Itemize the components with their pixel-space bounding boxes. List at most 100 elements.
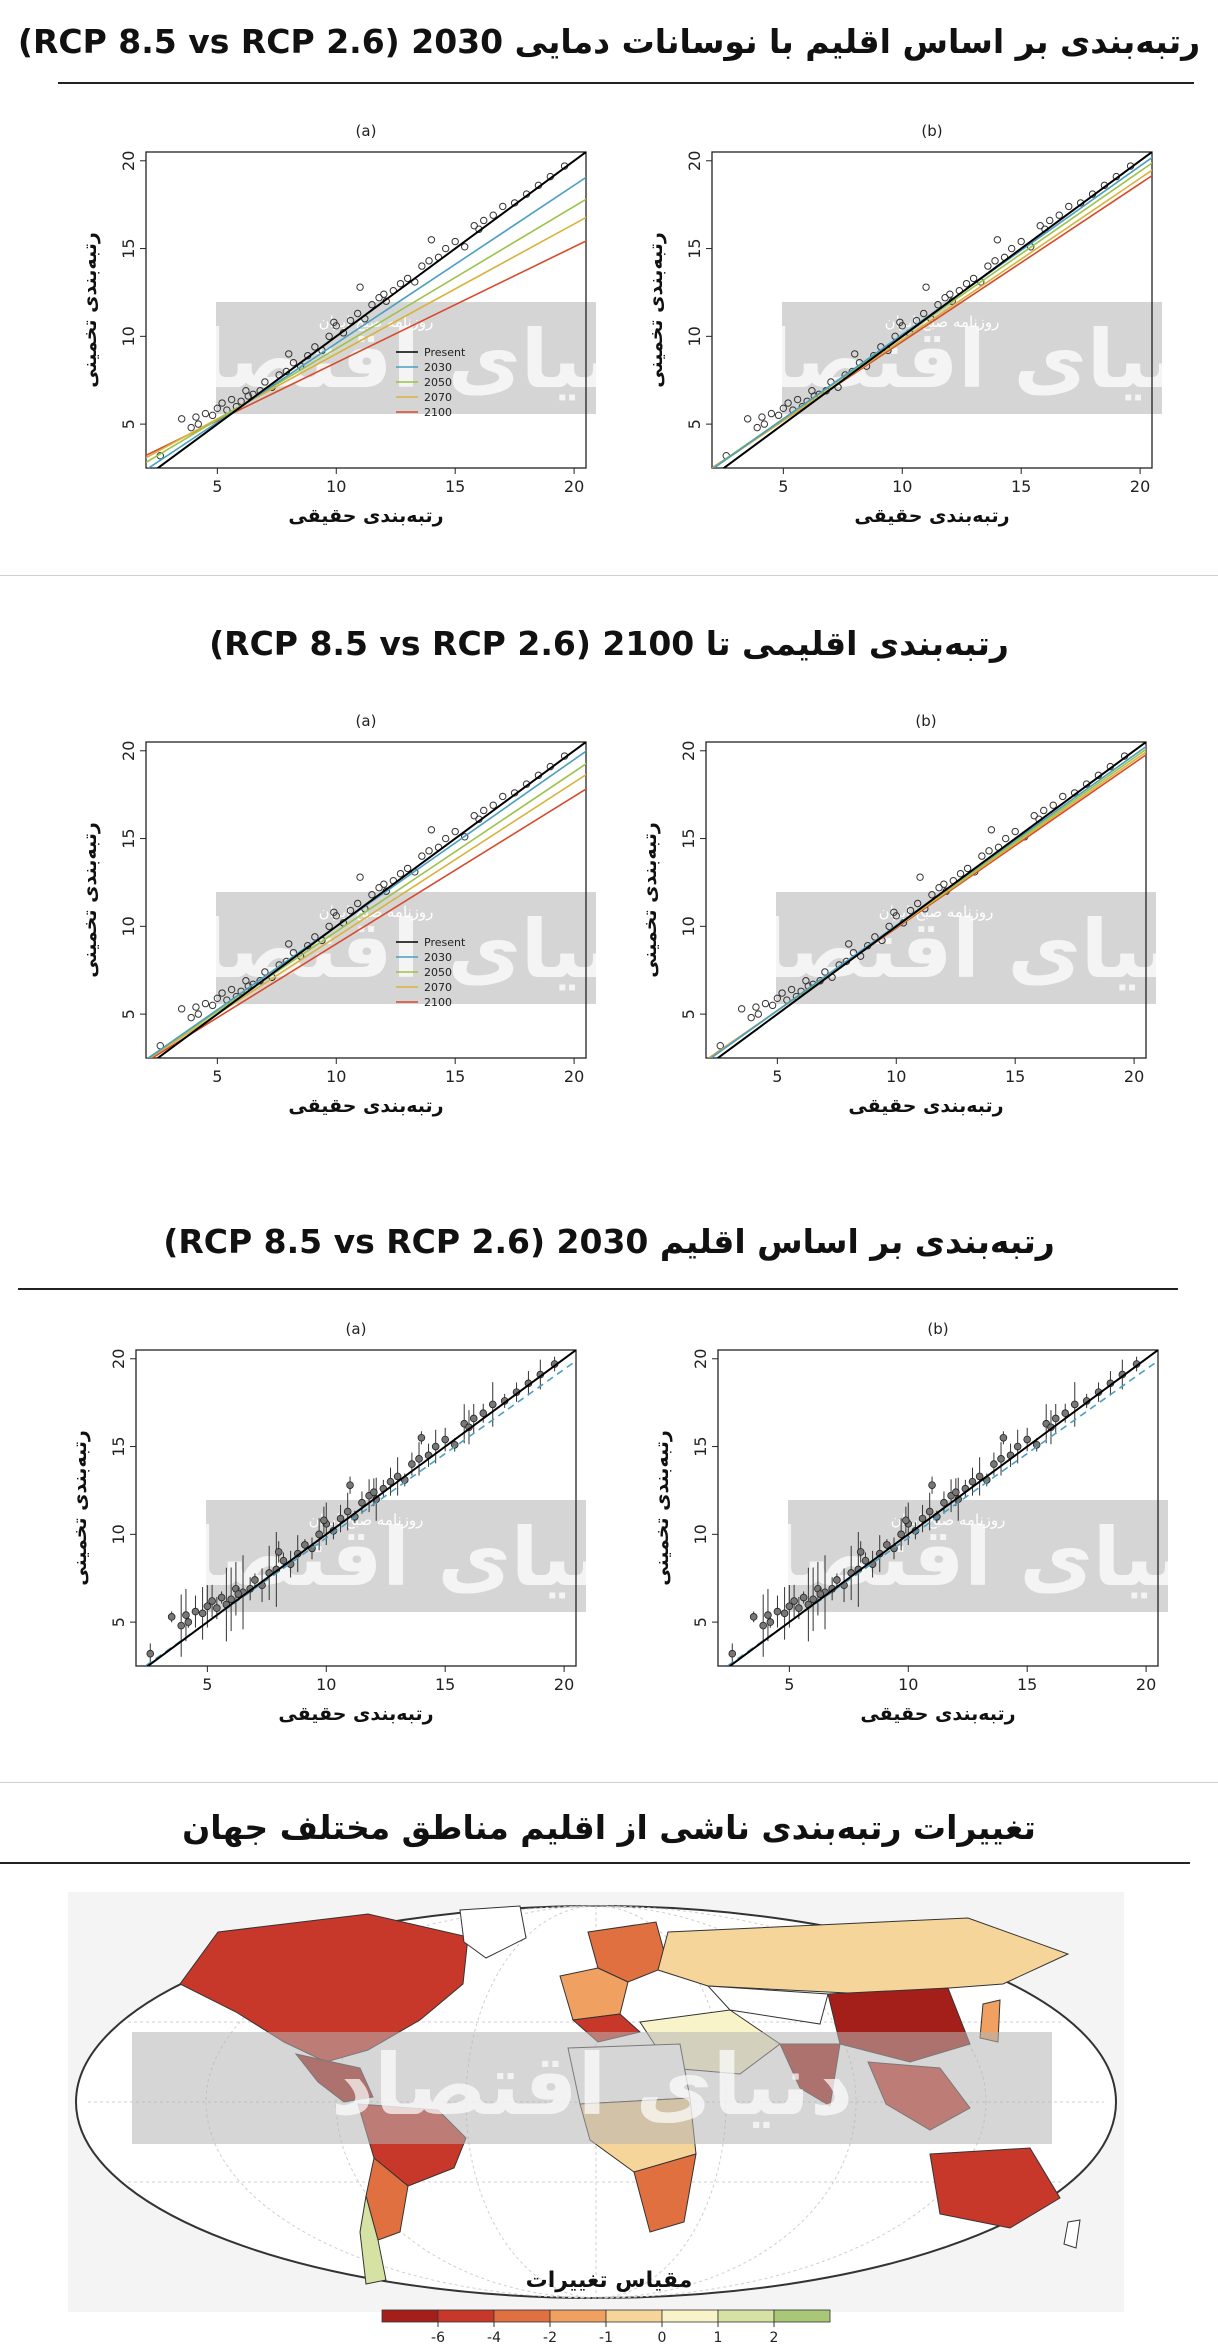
- plot-frame: [711, 151, 1153, 469]
- data-point: [461, 243, 469, 251]
- data-point: [368, 891, 376, 899]
- y-tick-label: 20: [691, 1349, 710, 1369]
- data-point: [759, 1621, 767, 1630]
- data-point: [766, 1618, 775, 1626]
- data-point: [896, 318, 904, 326]
- data-point: [441, 1435, 449, 1444]
- series-line: [722, 152, 1152, 468]
- data-point: [499, 792, 507, 801]
- data-point: [201, 409, 210, 418]
- data-point: [208, 1597, 216, 1605]
- data-point: [779, 404, 788, 413]
- data-point: [787, 985, 796, 994]
- data-point: [198, 1609, 207, 1618]
- data-point: [311, 933, 319, 941]
- data-point: [396, 869, 405, 878]
- y-tick-label: 5: [691, 1617, 710, 1627]
- data-point: [227, 985, 236, 994]
- data-point: [353, 309, 362, 318]
- data-point: [315, 1530, 323, 1539]
- watermark-tagline: روزنامه صبح ایران: [891, 1511, 1006, 1529]
- series-line: [147, 750, 586, 1058]
- x-tick-label: 15: [445, 1067, 465, 1086]
- section-title: رتبه‌بندی بر اساس اقلیم با نوسانات دمایی…: [17, 22, 1201, 61]
- data-point: [203, 1602, 212, 1611]
- plot-frame: [145, 741, 587, 1059]
- data-point: [1059, 792, 1067, 801]
- y-tick-label: 5: [119, 1009, 138, 1019]
- x-tick-label: 15: [445, 477, 465, 496]
- data-point: [403, 274, 412, 283]
- y-tick-label: 20: [109, 1349, 128, 1369]
- data-point: [952, 1488, 960, 1497]
- data-point: [1051, 1414, 1060, 1423]
- data-point: [234, 1590, 243, 1598]
- data-point: [396, 279, 405, 288]
- data-point: [261, 968, 269, 976]
- x-axis-label: رتبه‌بندی حقیقی: [848, 1095, 1003, 1117]
- x-tick-label: 15: [1005, 1067, 1025, 1086]
- y-tick-label: 5: [685, 419, 704, 429]
- data-point: [194, 1010, 203, 1018]
- y-tick-label: 15: [109, 1436, 128, 1456]
- data-point: [743, 415, 752, 423]
- data-point: [356, 283, 364, 291]
- x-tick-label: 10: [326, 1067, 346, 1086]
- world-map-svg: دنیای اقتصاد: [68, 1892, 1124, 2312]
- data-point: [244, 392, 252, 400]
- data-point: [984, 262, 992, 270]
- legend-color-bin: [661, 2309, 719, 2323]
- data-point: [192, 1003, 200, 1011]
- region-south-america-mid: [365, 2157, 409, 2241]
- legend-tick-label: -2: [543, 2330, 557, 2346]
- data-point: [325, 922, 333, 931]
- y-axis-label: رتبه‌بندی تخمینی: [69, 1430, 91, 1586]
- data-point: [346, 1481, 354, 1489]
- data-point: [918, 1514, 927, 1523]
- y-tick-label: 15: [679, 828, 698, 848]
- x-tick-label: 15: [435, 1675, 455, 1694]
- data-point: [431, 1442, 440, 1451]
- y-tick-label: 10: [119, 916, 138, 936]
- data-point: [764, 1611, 772, 1619]
- x-tick-label: 10: [892, 477, 912, 496]
- legend-entry: 2070: [424, 391, 452, 404]
- legend-entry: 2030: [424, 361, 452, 374]
- data-point: [799, 1593, 808, 1602]
- watermark-tagline: روزنامه صبح ایران: [879, 903, 994, 921]
- y-tick-label: 15: [691, 1436, 710, 1456]
- data-point: [1032, 1441, 1041, 1449]
- data-point: [928, 891, 936, 899]
- data-point: [386, 1477, 395, 1486]
- x-axis-label: رتبه‌بندی حقیقی: [854, 505, 1009, 527]
- y-tick-label: 10: [691, 1524, 710, 1544]
- data-point: [956, 869, 965, 878]
- x-tick-label: 5: [772, 1067, 782, 1086]
- data-point: [213, 404, 222, 413]
- data-point: [393, 1472, 402, 1481]
- data-point: [441, 834, 450, 843]
- panel-label: (b): [921, 122, 942, 140]
- watermark-band: [782, 302, 1162, 414]
- data-point: [415, 1455, 423, 1463]
- data-point: [940, 1498, 948, 1507]
- data-point: [408, 1460, 416, 1468]
- data-point: [990, 1460, 998, 1468]
- region-new-zealand: [1063, 2219, 1081, 2249]
- data-point: [167, 1613, 176, 1621]
- region-europe-west: [559, 1967, 629, 2021]
- data-point: [346, 316, 355, 325]
- y-axis-label: رتبه‌بندی تخمینی: [639, 822, 661, 978]
- data-point: [753, 423, 761, 432]
- data-point: [1061, 1409, 1070, 1417]
- legend-color-bin: [773, 2309, 831, 2323]
- x-tick-label: 20: [1124, 1067, 1144, 1086]
- data-point: [418, 262, 426, 270]
- data-point: [1017, 237, 1025, 246]
- region-australia: [929, 2147, 1061, 2229]
- data-point: [987, 826, 996, 834]
